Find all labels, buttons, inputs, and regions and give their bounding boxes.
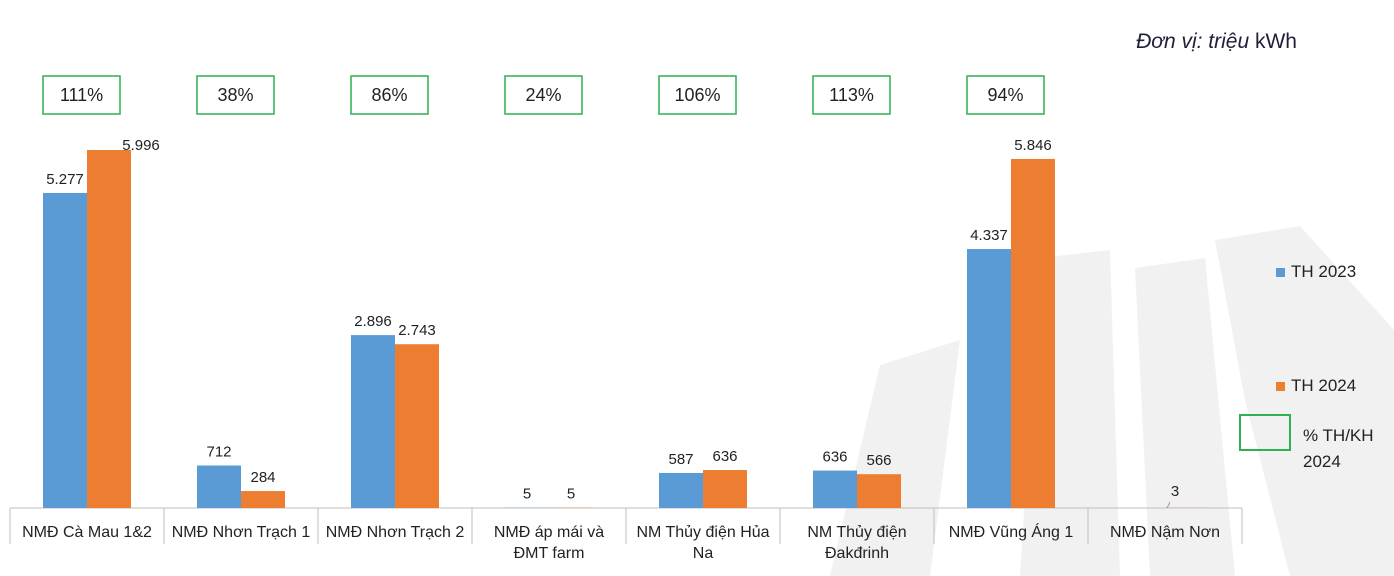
bar-th2024	[241, 491, 285, 508]
category-label: NM Thủy điện	[807, 524, 906, 541]
data-label: 2.896	[354, 313, 392, 330]
legend-th2023: TH 2023	[1276, 262, 1356, 282]
data-label: 284	[250, 469, 275, 486]
bar-th2023	[197, 465, 241, 508]
data-label: 5.277	[46, 171, 84, 188]
bar-th2023	[351, 335, 395, 508]
data-label: 712	[206, 443, 231, 460]
category-label: NMĐ Cà Mau 1&2	[22, 524, 152, 541]
category-label: NM Thủy điện Hủa	[636, 524, 769, 541]
ratio-box	[350, 75, 429, 115]
data-label: 2.743	[398, 322, 436, 339]
bar-th2023	[43, 192, 87, 508]
category-label: NMĐ Vũng Áng 1	[949, 522, 1074, 541]
bar-th2024	[87, 150, 131, 508]
ratio-box	[196, 75, 275, 115]
bar-th2023	[813, 470, 857, 508]
data-label: 587	[668, 451, 693, 468]
legend-swatch-th2023	[1276, 267, 1285, 277]
ratio-label: 106%	[674, 85, 720, 105]
category-label: NMĐ Nhơn Trạch 1	[172, 524, 311, 541]
legend-ratio-label: % TH/KH 2024	[1303, 423, 1383, 475]
ratio-box	[812, 75, 891, 115]
data-label: 5.996	[122, 137, 160, 154]
legend-label-th2023: TH 2023	[1291, 262, 1357, 281]
legend-label-th2024: TH 2024	[1291, 376, 1357, 395]
data-label: 636	[712, 448, 737, 465]
ratio-label: 111%	[60, 85, 103, 105]
ratio-box	[966, 75, 1045, 115]
ratio-label: 94%	[987, 85, 1023, 105]
bar-th2024	[703, 470, 747, 508]
bar-th2024	[395, 344, 439, 508]
category-label: ĐMT farm	[514, 545, 585, 562]
unit-prefix: Đơn vị: triệu	[1136, 30, 1250, 53]
category-label: Đakđrinh	[825, 545, 889, 562]
legend-swatch-th2024	[1276, 381, 1285, 391]
ratio-box	[658, 75, 737, 115]
ratio-label: 24%	[525, 85, 561, 105]
bar-th2024	[1011, 158, 1055, 508]
category-label: NMĐ Nậm Nơn	[1110, 524, 1220, 541]
ratio-box	[504, 75, 583, 115]
data-label: 5	[523, 486, 531, 503]
category-label: Na	[693, 545, 714, 562]
ratio-label: 86%	[371, 85, 407, 105]
unit-suffix: kWh	[1249, 30, 1297, 53]
unit-label: Đơn vị: triệu kWh	[1136, 30, 1297, 54]
bar-th2023	[659, 472, 703, 508]
bar-th2024	[857, 474, 901, 508]
bar-th2023	[967, 249, 1011, 508]
data-label: 3	[1171, 483, 1179, 500]
data-label: 4.337	[970, 227, 1008, 244]
ratio-label: 38%	[217, 85, 253, 105]
category-label: NMĐ áp mái và	[494, 524, 604, 541]
legend-ratio-line2: 2024	[1303, 452, 1341, 471]
category-label: NMĐ Nhơn Trạch 2	[326, 524, 465, 541]
legend-ratio-box	[1239, 414, 1291, 451]
ratio-label: 113%	[829, 85, 874, 105]
data-label: 5.846	[1014, 137, 1052, 154]
data-label: 636	[822, 449, 847, 466]
data-label-leader	[1166, 501, 1171, 509]
legend-ratio-line1: % TH/KH	[1303, 426, 1374, 445]
ratio-box	[42, 75, 121, 115]
data-label: 5	[567, 486, 575, 503]
data-label: 566	[866, 452, 891, 469]
legend-th2024: TH 2024	[1276, 376, 1356, 396]
